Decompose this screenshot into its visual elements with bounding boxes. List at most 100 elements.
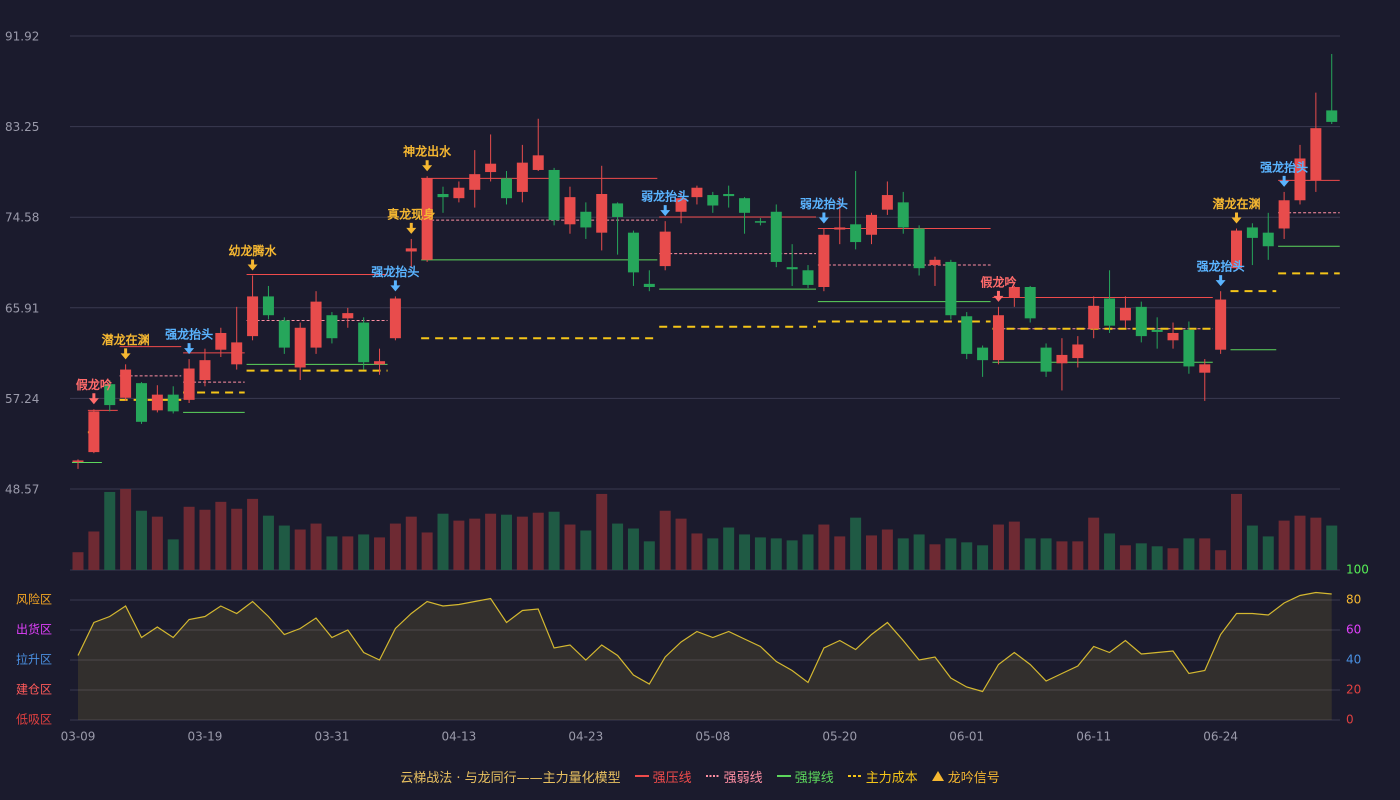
candle-body: [151, 394, 163, 411]
candle-body: [1135, 306, 1147, 337]
volume-bar: [739, 534, 751, 570]
candle-body: [675, 198, 687, 212]
volume-bar: [532, 512, 544, 570]
signal-label: 潜龙在渊: [1213, 196, 1261, 211]
zone-label: 出货区: [16, 622, 52, 637]
candle-body: [1119, 307, 1131, 321]
signal-label: 幼龙腾水: [229, 243, 278, 258]
y-tick-label: 57.24: [5, 392, 39, 406]
candle-body: [1199, 364, 1211, 373]
volume-bar: [405, 516, 417, 570]
volume-bar: [262, 515, 274, 570]
legend-item: 强撑线: [776, 767, 834, 786]
y-tick-label: 65.91: [5, 301, 39, 315]
candle-body: [183, 368, 195, 400]
candle-body: [1278, 200, 1290, 229]
volume-bar: [564, 524, 576, 570]
volume-bar: [580, 530, 592, 570]
y-tick-label: 83.25: [5, 120, 39, 134]
candle-body: [342, 313, 354, 319]
volume-bar: [326, 536, 338, 570]
signal-label: 弱龙抬头: [800, 196, 848, 211]
volume-bar: [135, 510, 147, 570]
osc-tick-label: 60: [1346, 623, 1361, 637]
volume-bar: [485, 513, 497, 570]
candle-body: [897, 202, 909, 228]
candle-body: [1088, 305, 1100, 329]
candle-body: [770, 211, 782, 262]
volume-bar: [1246, 525, 1258, 570]
candle-body: [834, 227, 846, 230]
candle-body: [1072, 344, 1084, 359]
signal-label: 神龙出水: [403, 144, 452, 159]
x-tick-label: 05-20: [822, 730, 857, 744]
candle-body: [532, 155, 544, 170]
zone-label: 拉升区: [16, 652, 52, 667]
candle-body: [199, 360, 211, 381]
x-tick-label: 06-01: [949, 730, 984, 744]
candle-body: [278, 320, 290, 348]
volume-bar: [1310, 517, 1322, 570]
legend-swatch: [776, 775, 791, 777]
legend-label: 强压线: [652, 770, 692, 786]
legend-label: 主力成本: [865, 770, 918, 786]
osc-tick-label: 0: [1346, 713, 1354, 727]
candle-body: [881, 195, 893, 210]
candle-body: [72, 460, 84, 462]
legend-swatch: [705, 775, 720, 777]
volume-bar: [151, 516, 163, 570]
volume-bar: [881, 529, 893, 570]
x-tick-label: 03-31: [314, 730, 349, 744]
candle-body: [691, 187, 703, 198]
candle-body: [1040, 347, 1052, 372]
candle-body: [215, 332, 227, 350]
zone-label: 低吸区: [16, 713, 52, 727]
volume-bar: [992, 524, 1004, 570]
volume-bar: [231, 508, 243, 570]
volume-bar: [421, 532, 433, 570]
signal-arrow: [422, 160, 433, 172]
x-tick-label: 04-13: [441, 730, 476, 744]
candle-body: [120, 369, 132, 398]
volume-bar: [897, 538, 909, 570]
x-tick-label: 03-09: [61, 730, 96, 744]
volume-bar: [310, 523, 322, 570]
legend-swatch: [847, 775, 862, 777]
volume-bar: [1024, 538, 1036, 570]
volume-bar: [500, 514, 512, 570]
volume-bar: [977, 545, 989, 570]
candle-body: [643, 283, 655, 288]
candle-body: [596, 194, 608, 233]
volume-bar: [770, 538, 782, 570]
legend-label: 龙吟信号: [947, 770, 1000, 786]
candle-body: [88, 411, 100, 453]
volume-bar: [1199, 538, 1211, 570]
candle-body: [802, 270, 814, 285]
volume-bar: [596, 493, 608, 570]
candle-body: [786, 267, 798, 270]
signal-label: 潜龙在渊: [102, 332, 150, 347]
candle-body: [389, 298, 401, 339]
volume-bar: [1088, 517, 1100, 570]
candle-body: [358, 322, 370, 363]
y-tick-label: 48.57: [5, 483, 39, 497]
candle-body: [247, 296, 259, 337]
candle-body: [485, 163, 497, 173]
signal-arrow: [993, 290, 1004, 302]
y-tick-label: 74.58: [5, 211, 39, 225]
volume-bar: [1056, 541, 1068, 570]
x-tick-label: 04-23: [568, 730, 603, 744]
osc-tick-label: 80: [1346, 593, 1361, 607]
volume-bar: [389, 523, 401, 570]
candle-body: [516, 162, 528, 192]
candle-body: [992, 315, 1004, 361]
chart: 48.57 57.24 65.91 74.58 83.25 91.92 0 20 40 60 80 1…: [5, 30, 1369, 744]
candle-body: [231, 342, 243, 365]
legend-label: 强撑线: [794, 770, 834, 786]
volume-bar: [754, 537, 766, 570]
volume-bar: [691, 533, 703, 570]
osc-tick-label: 20: [1346, 683, 1361, 697]
y-tick-label: 91.92: [5, 30, 39, 44]
signal-label: 弱龙抬头: [641, 189, 689, 204]
